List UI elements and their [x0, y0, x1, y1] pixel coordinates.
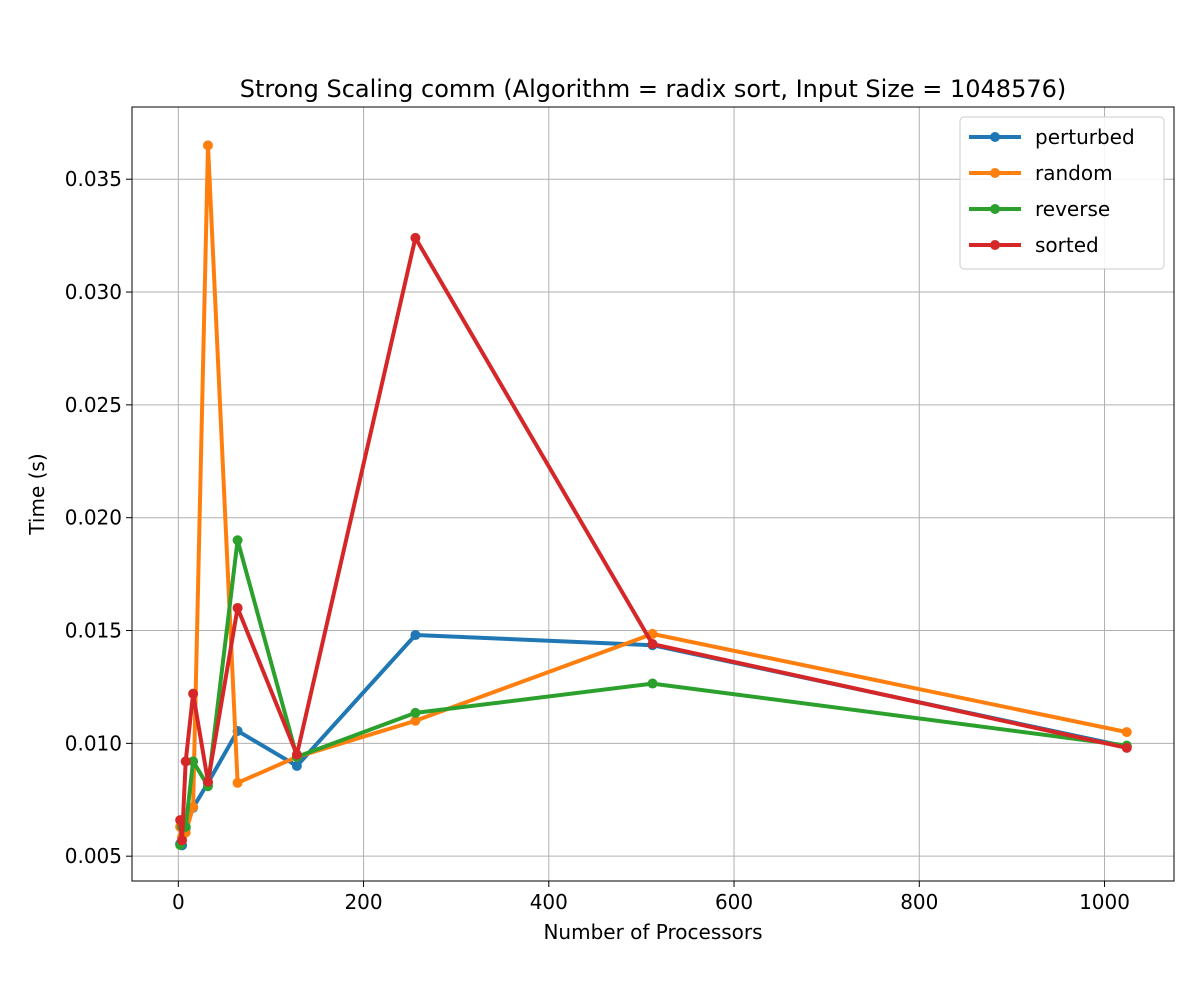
- y-tick-label: 0.030: [65, 280, 122, 304]
- legend-box: [959, 116, 1165, 270]
- legend-label: random: [1035, 161, 1113, 185]
- legend-item-reverse: reverse: [969, 197, 1110, 221]
- legend-item-random: random: [969, 161, 1113, 185]
- legend-marker: [990, 204, 1000, 214]
- data-point-sorted: [202, 776, 213, 787]
- series-group: [175, 140, 1132, 851]
- x-tick-label: 600: [715, 890, 753, 914]
- data-point-random: [1121, 727, 1132, 738]
- data-point-random: [410, 715, 421, 726]
- legend-item-sorted: sorted: [969, 233, 1099, 257]
- x-tick-label: 0: [172, 890, 185, 914]
- series-line-sorted: [178, 235, 1130, 843]
- data-point-sorted: [177, 835, 188, 846]
- data-point-perturbed: [291, 760, 302, 771]
- x-tick-label: 200: [344, 890, 382, 914]
- legend-marker: [990, 132, 1000, 142]
- legend-label: perturbed: [1035, 125, 1135, 149]
- data-point-perturbed: [410, 630, 421, 641]
- y-axis-label: Time (s): [25, 453, 49, 535]
- data-point-sorted: [188, 688, 199, 699]
- data-point-reverse: [647, 678, 658, 689]
- legend-marker: [990, 168, 1000, 178]
- axis-ticks: 0 200 400 600 800 1000 0.005 0.010 0.015 0.020 0.0…: [65, 167, 1130, 914]
- y-tick-label: 0.025: [65, 393, 122, 417]
- x-tick-label: 1000: [1079, 890, 1130, 914]
- data-point-sorted: [232, 602, 243, 613]
- data-point-sorted: [180, 756, 191, 767]
- legend: perturbed random reverse sorted: [959, 116, 1165, 270]
- y-tick-label: 0.010: [65, 731, 122, 755]
- x-tick-label: 400: [530, 890, 568, 914]
- plot-frame: [131, 106, 1175, 882]
- data-point-sorted: [291, 749, 302, 760]
- x-tick-label: 800: [900, 890, 938, 914]
- data-point-sorted: [410, 232, 421, 243]
- data-point-random: [232, 777, 243, 788]
- chart-title: Strong Scaling comm (Algorithm = radix s…: [240, 75, 1067, 103]
- legend-marker: [990, 240, 1000, 250]
- data-point-reverse: [410, 707, 421, 718]
- y-tick-label: 0.005: [65, 844, 122, 868]
- y-tick-label: 0.015: [65, 619, 122, 643]
- legend-label: reverse: [1035, 197, 1110, 221]
- data-point-random: [188, 801, 199, 812]
- y-tick-label: 0.035: [65, 167, 122, 191]
- series-sorted: [175, 232, 1132, 846]
- data-point-sorted: [647, 639, 658, 650]
- data-point-reverse: [232, 535, 243, 546]
- data-point-random: [202, 140, 213, 151]
- legend-label: sorted: [1035, 233, 1099, 257]
- x-axis-label: Number of Processors: [543, 920, 762, 944]
- data-point-reverse: [188, 756, 199, 767]
- data-point-sorted: [175, 815, 186, 826]
- data-point-sorted: [1121, 742, 1132, 753]
- legend-item-perturbed: perturbed: [969, 125, 1135, 149]
- y-tick-label: 0.020: [65, 506, 122, 530]
- grid: [132, 107, 1174, 881]
